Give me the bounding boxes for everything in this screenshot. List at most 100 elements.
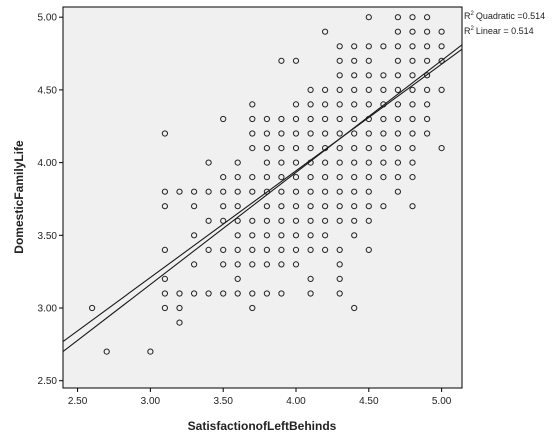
data-point: [249, 261, 256, 268]
data-point: [351, 43, 358, 50]
y-tick-label: 4.00: [38, 158, 58, 169]
data-point: [409, 86, 416, 94]
data-point: [336, 72, 343, 79]
y-tick-label: 3.50: [38, 231, 58, 242]
data-point: [365, 246, 372, 253]
data-point: [234, 290, 241, 297]
data-point: [234, 275, 241, 282]
data-point: [438, 43, 445, 50]
x-tick-label: 4.00: [286, 396, 306, 407]
data-point: [409, 72, 416, 79]
data-point: [278, 130, 285, 137]
data-point: [263, 130, 270, 137]
data-point: [161, 246, 168, 253]
x-axis-title: SatisfactionofLeftBehinds: [188, 419, 337, 433]
data-point: [394, 130, 401, 137]
data-point: [351, 72, 358, 79]
data-point: [380, 43, 387, 50]
data-point: [424, 101, 431, 108]
data-point: [278, 174, 285, 181]
data-point: [234, 246, 241, 253]
data-point: [103, 348, 110, 355]
data-point: [161, 275, 168, 282]
data-point: [394, 72, 401, 79]
data-point: [409, 14, 416, 21]
data-point: [220, 174, 227, 181]
data-point: [249, 145, 256, 152]
data-point: [263, 246, 270, 253]
data-point: [365, 101, 372, 108]
x-tick-label: 3.50: [213, 396, 233, 407]
data-point: [365, 86, 372, 94]
data-point: [394, 188, 401, 195]
data-point: [336, 275, 343, 282]
y-tick-label: 2.50: [38, 376, 58, 387]
data-point: [263, 261, 270, 268]
data-point: [438, 86, 445, 94]
data-point: [351, 217, 358, 224]
data-point: [249, 115, 256, 123]
data-point: [365, 159, 372, 166]
data-point: [278, 232, 285, 239]
data-point: [336, 43, 343, 50]
data-point: [161, 130, 168, 137]
data-point: [336, 130, 343, 137]
data-point: [234, 232, 241, 239]
y-axis: 2.50 3.00 3.50 4.00 4.50 5.00: [38, 13, 63, 387]
y-tick-label: 4.50: [38, 85, 58, 96]
data-point: [234, 261, 241, 268]
data-point: [220, 203, 227, 210]
data-point: [278, 115, 285, 123]
data-point: [307, 145, 314, 152]
data-point: [292, 203, 300, 210]
data-point: [351, 145, 358, 152]
data-point: [307, 246, 314, 253]
data-point: [292, 261, 300, 268]
data-point: [365, 145, 372, 152]
data-point: [292, 145, 300, 152]
data-point: [394, 86, 401, 94]
data-point: [322, 174, 329, 181]
data-point: [394, 101, 401, 108]
data-point: [234, 203, 241, 210]
data-point: [307, 115, 314, 123]
x-axis: 2.50 3.00 3.50 4.00 4.50 5.00: [68, 388, 452, 407]
data-point: [161, 203, 168, 210]
data-point: [351, 130, 358, 137]
data-point: [365, 188, 372, 195]
data-point: [307, 203, 314, 210]
data-point: [336, 217, 343, 224]
data-point: [292, 174, 300, 181]
fit-line-quadratic: [63, 48, 462, 342]
data-point: [424, 130, 431, 137]
data-point: [424, 86, 431, 94]
data-point: [336, 57, 343, 64]
data-point: [336, 188, 343, 195]
data-point: [220, 290, 227, 297]
data-point: [351, 203, 358, 210]
data-point: [191, 261, 198, 268]
data-point: [307, 86, 314, 94]
data-point: [380, 115, 387, 123]
data-point: [249, 130, 256, 137]
data-point: [351, 159, 358, 166]
y-tick-label: 5.00: [38, 13, 58, 24]
data-point: [292, 130, 300, 137]
data-point: [380, 145, 387, 152]
data-point: [278, 159, 285, 166]
data-point: [394, 28, 401, 35]
data-point: [365, 57, 372, 64]
data-point: [220, 115, 227, 123]
data-point: [365, 217, 372, 224]
data-point: [322, 101, 329, 108]
data-point: [307, 217, 314, 224]
data-point: [394, 145, 401, 152]
data-point: [234, 188, 241, 195]
data-point: [322, 130, 329, 137]
data-point: [336, 115, 343, 123]
data-point: [307, 290, 314, 297]
data-point: [176, 304, 183, 312]
data-point: [424, 72, 431, 79]
data-point: [380, 159, 387, 166]
data-point: [409, 159, 416, 166]
